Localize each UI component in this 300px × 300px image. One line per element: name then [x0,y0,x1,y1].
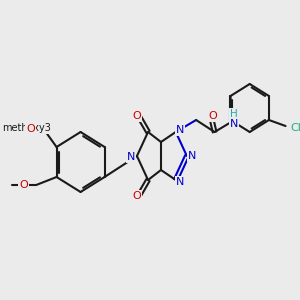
Text: O: O [26,124,35,134]
Text: N: N [188,151,196,161]
Text: N: N [127,152,136,162]
Text: O: O [208,111,217,121]
Text: O: O [38,123,47,133]
Text: O: O [133,111,141,121]
Text: N: N [176,125,184,135]
Text: Cl: Cl [290,123,300,133]
Text: N: N [176,177,184,187]
Text: methoxy3: methoxy3 [2,123,51,133]
Text: O: O [19,180,28,190]
Text: O: O [133,191,141,201]
Text: N: N [230,119,238,129]
Text: H: H [230,109,238,119]
